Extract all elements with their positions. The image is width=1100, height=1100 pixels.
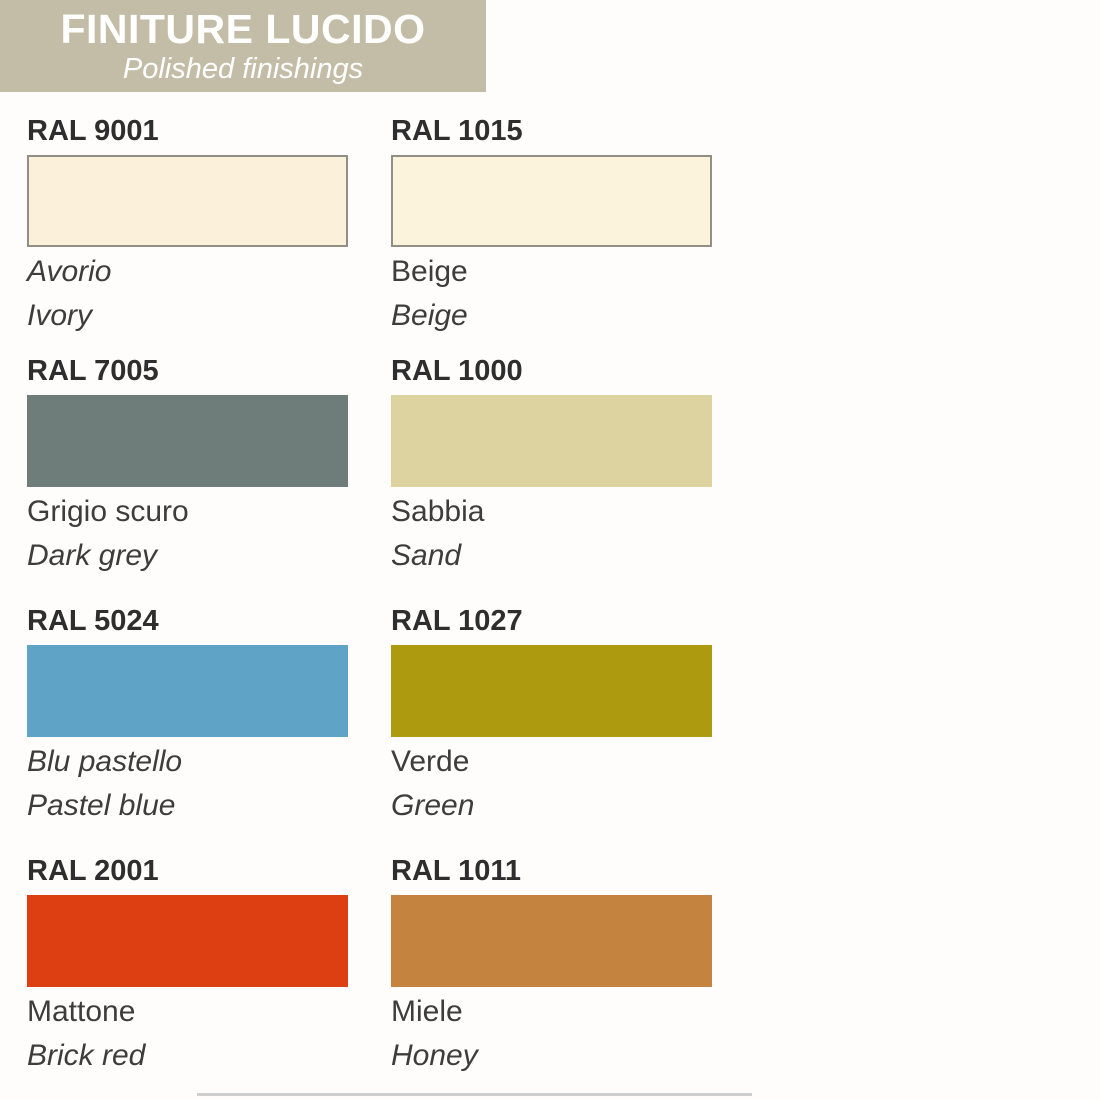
ral-code: RAL 7005 — [27, 355, 159, 387]
color-swatch — [27, 155, 348, 247]
color-name-italian: Beige — [391, 255, 468, 288]
swatch-card-ral-7005: RAL 7005 Grigio scuro Dark grey — [27, 353, 348, 578]
color-name-italian: Sabbia — [391, 495, 485, 528]
color-name-english: Ivory — [27, 299, 93, 332]
ral-code: RAL 1027 — [391, 605, 523, 637]
color-swatch — [391, 895, 712, 987]
swatch-card-ral-1000: RAL 1000 Sabbia Sand — [391, 353, 712, 578]
color-name-italian: Mattone — [27, 995, 136, 1028]
color-swatch — [391, 155, 712, 247]
color-name-english: Honey — [391, 1039, 478, 1072]
color-swatch — [391, 395, 712, 487]
color-name-italian: Grigio scuro — [27, 495, 189, 528]
color-swatch — [391, 645, 712, 737]
section-title: FINITURE LUCIDO — [60, 5, 426, 52]
swatch-card-ral-9001: RAL 9001 Avorio Ivory — [27, 113, 348, 338]
page-crop-artifact-line — [197, 1093, 752, 1096]
swatch-card-ral-5024: RAL 5024 Blu pastello Pastel blue — [27, 603, 348, 828]
swatch-card-ral-1027: RAL 1027 Verde Green — [391, 603, 712, 828]
ral-code: RAL 1015 — [391, 115, 523, 147]
color-name-italian: Blu pastello — [27, 745, 183, 778]
ral-code: RAL 5024 — [27, 605, 159, 637]
swatch-card-ral-1015: RAL 1015 Beige Beige — [391, 113, 712, 338]
ral-code: RAL 1011 — [391, 855, 522, 887]
color-name-italian: Verde — [391, 745, 470, 778]
color-name-english: Sand — [391, 539, 462, 572]
color-name-english: Dark grey — [27, 539, 158, 572]
ral-code: RAL 1000 — [391, 355, 523, 387]
section-subtitle: Polished finishings — [122, 52, 364, 85]
color-swatch — [27, 645, 348, 737]
color-name-english: Brick red — [27, 1039, 146, 1072]
ral-code: RAL 2001 — [27, 855, 159, 887]
section-header: FINITURE LUCIDO Polished finishings — [0, 0, 486, 92]
swatch-card-ral-2001: RAL 2001 Mattone Brick red — [27, 853, 348, 1078]
color-name-italian: Miele — [391, 995, 463, 1028]
swatch-card-ral-1011: RAL 1011 Miele Honey — [391, 853, 712, 1078]
color-swatch — [27, 395, 348, 487]
color-name-english: Pastel blue — [27, 789, 176, 822]
color-swatch — [27, 895, 348, 987]
color-name-italian: Avorio — [27, 255, 112, 288]
ral-code: RAL 9001 — [27, 115, 159, 147]
color-name-english: Beige — [391, 299, 468, 332]
color-name-english: Green — [391, 789, 475, 822]
